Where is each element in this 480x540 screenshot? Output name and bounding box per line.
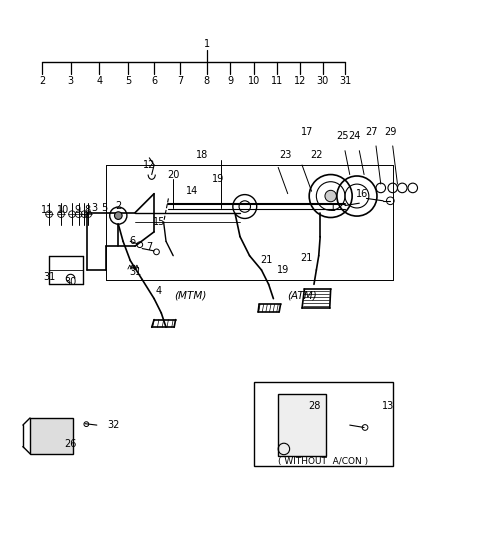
Text: 2: 2 [39, 77, 45, 86]
Text: 21: 21 [260, 255, 273, 266]
Text: 32: 32 [108, 420, 120, 430]
Text: ( WITHOUT  A/CON ): ( WITHOUT A/CON ) [278, 457, 369, 467]
Bar [254, 382, 393, 465]
Text: 9: 9 [228, 77, 233, 86]
Text: 5: 5 [101, 203, 107, 213]
Circle shape [325, 190, 336, 202]
Text: 17: 17 [300, 126, 313, 137]
Text: 5: 5 [125, 77, 131, 86]
Text: 1: 1 [330, 203, 336, 213]
Text: 31: 31 [339, 77, 351, 86]
Text: 16: 16 [356, 188, 368, 199]
Text: 9: 9 [75, 205, 81, 215]
Text: 25: 25 [336, 131, 349, 141]
Text: 31: 31 [43, 272, 55, 282]
Text: 13: 13 [382, 401, 394, 411]
Text: 2: 2 [115, 200, 121, 211]
Text: 10: 10 [248, 77, 261, 86]
Text: 28: 28 [308, 401, 320, 411]
Text: 26: 26 [64, 439, 77, 449]
Text: 11: 11 [41, 205, 53, 215]
Text: 14: 14 [186, 186, 198, 196]
Text: 21: 21 [300, 253, 313, 263]
Text: 10: 10 [57, 205, 70, 215]
Text: 31: 31 [129, 267, 141, 278]
Text: 7: 7 [177, 77, 183, 86]
Text: 3: 3 [68, 77, 73, 86]
Text: 23: 23 [279, 151, 291, 160]
Text: 7: 7 [146, 242, 153, 252]
Text: 4: 4 [96, 77, 102, 86]
Text: 30: 30 [316, 77, 329, 86]
Text: 12: 12 [143, 160, 156, 170]
Bar [278, 394, 326, 456]
Text: 12: 12 [293, 77, 306, 86]
Text: 18: 18 [196, 151, 208, 160]
Text: 6: 6 [130, 237, 136, 246]
Text: 3: 3 [91, 203, 97, 213]
Text: 20: 20 [167, 170, 180, 180]
Text: 19: 19 [277, 265, 289, 275]
Text: 15: 15 [153, 217, 165, 227]
Text: 11: 11 [271, 77, 283, 86]
Text: 6: 6 [151, 77, 157, 86]
Circle shape [115, 212, 122, 219]
Text: 8: 8 [204, 77, 210, 86]
Text: 19: 19 [212, 174, 225, 184]
Text: 8: 8 [84, 205, 90, 215]
Text: 27: 27 [365, 126, 377, 137]
Text: (ATM): (ATM) [287, 291, 317, 300]
Bar [30, 418, 73, 454]
Text: 1: 1 [204, 39, 210, 49]
Text: 29: 29 [384, 126, 396, 137]
Text: 22: 22 [310, 151, 323, 160]
Text: 30: 30 [64, 277, 77, 287]
Text: (MTM): (MTM) [174, 291, 206, 300]
Text: 4: 4 [156, 287, 162, 296]
Text: 24: 24 [348, 131, 361, 141]
